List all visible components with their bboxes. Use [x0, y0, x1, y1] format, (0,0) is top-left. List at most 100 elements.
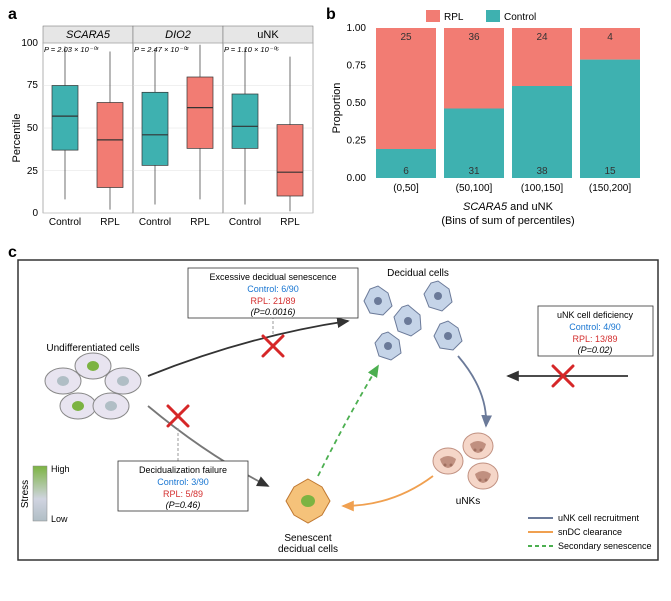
- svg-text:(50,100]: (50,100]: [456, 183, 493, 194]
- svg-text:uNK cell deficiency: uNK cell deficiency: [557, 310, 634, 320]
- bar3-control: [512, 86, 572, 178]
- top-row: a Percentile 0 25 50 75 100: [8, 8, 663, 238]
- facet-unk: uNK P = 1.10 × 10⁻⁰⁶: [223, 26, 313, 228]
- boxplot-svg: Percentile 0 25 50 75 100 SCARA5: [8, 8, 318, 238]
- svg-text:RPL: RPL: [280, 217, 300, 228]
- svg-text:SCARA5: SCARA5: [66, 29, 111, 41]
- senescent-cell: [286, 479, 330, 523]
- svg-text:0.75: 0.75: [347, 61, 367, 72]
- arrow-sndc: [343, 476, 433, 506]
- svg-text:24: 24: [536, 32, 548, 43]
- svg-text:RPL: RPL: [190, 217, 210, 228]
- panel-c: c: [8, 246, 663, 566]
- svg-text:RPL: 21/89: RPL: 21/89: [250, 296, 295, 306]
- svg-text:Stress: Stress: [20, 480, 31, 508]
- box-dio2-rpl: [187, 77, 213, 148]
- svg-text:uNK cell recruitment: uNK cell recruitment: [558, 513, 640, 523]
- svg-text:Control: Control: [139, 217, 171, 228]
- svg-text:Decidual cells: Decidual cells: [387, 268, 449, 279]
- svg-text:(P=0.02): (P=0.02): [578, 345, 613, 355]
- svg-text:Low: Low: [51, 514, 68, 524]
- arrow-unk-recruit: [458, 356, 486, 426]
- svg-text:25: 25: [400, 32, 412, 43]
- svg-text:snDC clearance: snDC clearance: [558, 527, 622, 537]
- svg-text:36: 36: [468, 32, 480, 43]
- svg-text:25: 25: [27, 166, 39, 177]
- svg-text:(100,150]: (100,150]: [521, 183, 563, 194]
- svg-text:75: 75: [27, 80, 39, 91]
- svg-text:Undifferentiated cells: Undifferentiated cells: [46, 343, 139, 354]
- bar4-control: [580, 60, 640, 178]
- arrow-to-decidual: [148, 321, 348, 376]
- pval-dio2: P = 2.47 × 10⁻⁰²: [134, 45, 189, 54]
- barplot-svg: RPL Control Proportion 0.00 0.25 0.50 0.…: [326, 8, 656, 238]
- svg-text:(P=0.0016): (P=0.0016): [251, 307, 296, 317]
- red-x-2: [263, 336, 283, 356]
- bars: 25 6 (0,50] 36 31 (50,100] 24 38 (100,15…: [376, 28, 640, 194]
- svg-text:4: 4: [607, 32, 613, 43]
- box-scara5-rpl: [97, 103, 123, 188]
- svg-text:uNK: uNK: [257, 29, 279, 41]
- svg-text:High: High: [51, 464, 70, 474]
- svg-text:DIO2: DIO2: [165, 29, 191, 41]
- svg-text:Decidualization failure: Decidualization failure: [139, 465, 227, 475]
- svg-text:0.50: 0.50: [347, 98, 367, 109]
- svg-text:Senescent: Senescent: [284, 533, 331, 544]
- box-unk-def: uNK cell deficiency Control: 4/90 RPL: 1…: [538, 306, 653, 356]
- box-scara5-control: [52, 86, 78, 151]
- svg-text:(150,200]: (150,200]: [589, 183, 631, 194]
- arrow-secondary: [318, 366, 378, 476]
- svg-text:50: 50: [27, 123, 39, 134]
- svg-text:Control: 4/90: Control: 4/90: [569, 322, 621, 332]
- stress-legend: High Low Stress: [20, 464, 70, 524]
- svg-text:31: 31: [468, 166, 480, 177]
- box-unk-control: [232, 94, 258, 148]
- pval-unk: P = 1.10 × 10⁻⁰⁶: [224, 45, 279, 54]
- legend-b: RPL Control: [426, 10, 536, 23]
- panel-a-label: a: [8, 6, 17, 24]
- svg-text:RPL: 5/89: RPL: 5/89: [163, 489, 203, 499]
- facet-scara5: SCARA5 P = 2.03 × 10⁻⁰³: [43, 26, 133, 228]
- svg-text:decidual cells: decidual cells: [278, 544, 338, 555]
- panel-b-yaxis: Proportion: [331, 83, 343, 134]
- svg-text:uNKs: uNKs: [456, 496, 480, 507]
- box-excess-sen: Excessive decidual senescence Control: 6…: [188, 268, 358, 318]
- b-xaxis-2: (Bins of sum of percentiles): [441, 215, 574, 227]
- svg-text:Secondary senescence: Secondary senescence: [558, 541, 652, 551]
- svg-text:6: 6: [403, 166, 409, 177]
- svg-text:0: 0: [32, 208, 38, 219]
- svg-text:Control: Control: [49, 217, 81, 228]
- figure: a Percentile 0 25 50 75 100: [8, 8, 663, 566]
- panel-b: b RPL Control Proportion 0.00 0.25 0.50 …: [326, 8, 656, 238]
- box-unk-rpl: [277, 125, 303, 196]
- y-ticks-b: 0.00 0.25 0.50 0.75 1.00: [347, 23, 367, 184]
- panel-a-plot: 0 25 50 75 100 SCARA5: [21, 26, 313, 228]
- facet-dio2: DIO2 P = 2.47 × 10⁻⁰²: [133, 26, 223, 228]
- panel-b-label: b: [326, 6, 336, 24]
- svg-text:RPL: 13/89: RPL: 13/89: [572, 334, 617, 344]
- undiff-cells: Undifferentiated cells: [45, 343, 141, 419]
- svg-text:Excessive decidual senescence: Excessive decidual senescence: [209, 272, 336, 282]
- svg-text:100: 100: [21, 38, 38, 49]
- unk-cells: uNKs: [433, 433, 498, 507]
- panel-c-label: c: [8, 244, 17, 262]
- pval-scara5: P = 2.03 × 10⁻⁰³: [44, 45, 99, 54]
- panel-a: a Percentile 0 25 50 75 100: [8, 8, 318, 238]
- box-decid-fail: Decidualization failure Control: 3/90 RP…: [118, 461, 248, 511]
- svg-text:(P=0.46): (P=0.46): [166, 500, 201, 510]
- bar1-rpl: [376, 28, 436, 149]
- y-ticks-a: 0 25 50 75 100: [21, 38, 38, 219]
- svg-text:RPL: RPL: [100, 217, 120, 228]
- svg-text:Control: Control: [504, 12, 536, 23]
- svg-text:Control: 3/90: Control: 3/90: [157, 477, 209, 487]
- svg-text:RPL: RPL: [444, 12, 464, 23]
- svg-text:(0,50]: (0,50]: [393, 183, 419, 194]
- svg-text:0.25: 0.25: [347, 136, 367, 147]
- panel-a-yaxis: Percentile: [11, 114, 23, 163]
- svg-text:15: 15: [604, 166, 616, 177]
- svg-text:1.00: 1.00: [347, 23, 367, 34]
- legend-c: uNK cell recruitment snDC clearance Seco…: [528, 513, 652, 551]
- svg-text:Control: Control: [229, 217, 261, 228]
- box-dio2-control: [142, 92, 168, 165]
- svg-text:38: 38: [536, 166, 548, 177]
